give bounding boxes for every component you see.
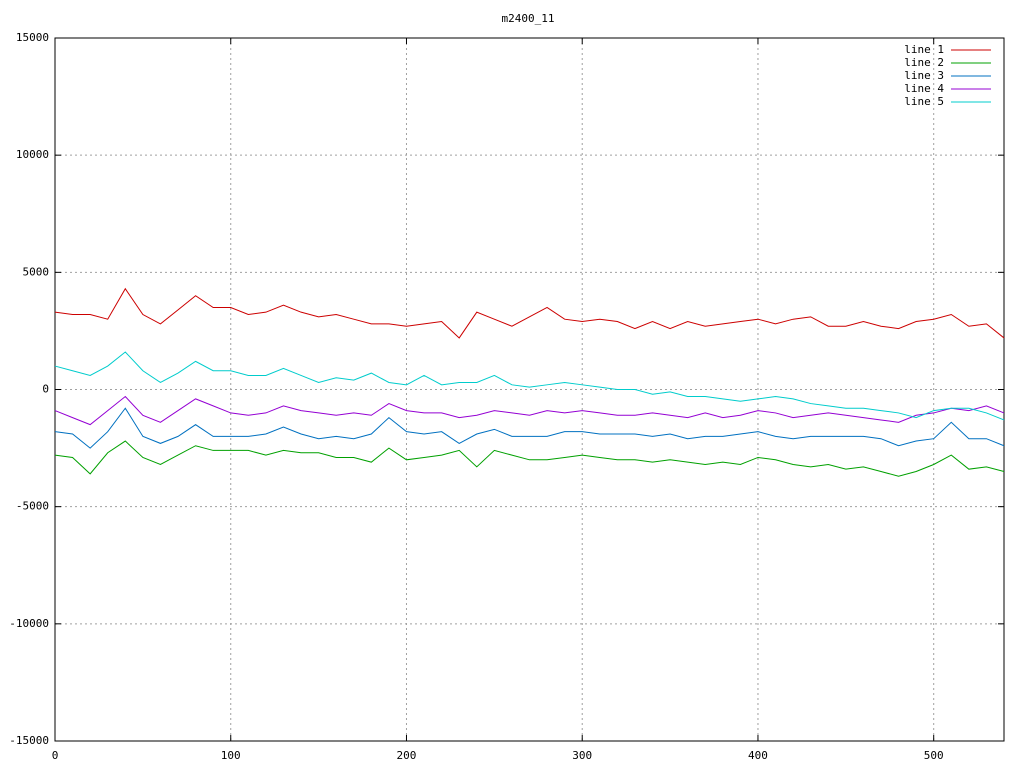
legend-label: line 3 [904,69,944,82]
y-tick-label: -10000 [9,617,49,630]
y-tick-label: -15000 [9,734,49,747]
legend-label: line 5 [904,95,944,108]
data-line [54,407,1005,449]
legend-label: line 1 [904,43,944,56]
y-tick-label: 10000 [16,148,49,161]
x-tick-label: 200 [397,749,417,762]
data-line [54,395,1005,426]
data-line [54,440,1005,477]
x-tick-label: 400 [748,749,768,762]
legend-label: line 4 [904,82,944,95]
y-tick-label: 0 [42,383,49,396]
x-tick-label: 100 [221,749,241,762]
y-tick-label: -5000 [16,500,49,513]
x-tick-label: 500 [924,749,944,762]
plot-border [54,37,1005,742]
y-tick-label: 15000 [16,31,49,44]
x-tick-label: 0 [52,749,59,762]
data-line [54,287,1005,339]
y-tick-label: 5000 [23,265,50,278]
data-line [54,351,1005,421]
legend-label: line 2 [904,56,944,69]
chart-title: m2400_11 [502,12,555,25]
x-tick-label: 300 [572,749,592,762]
